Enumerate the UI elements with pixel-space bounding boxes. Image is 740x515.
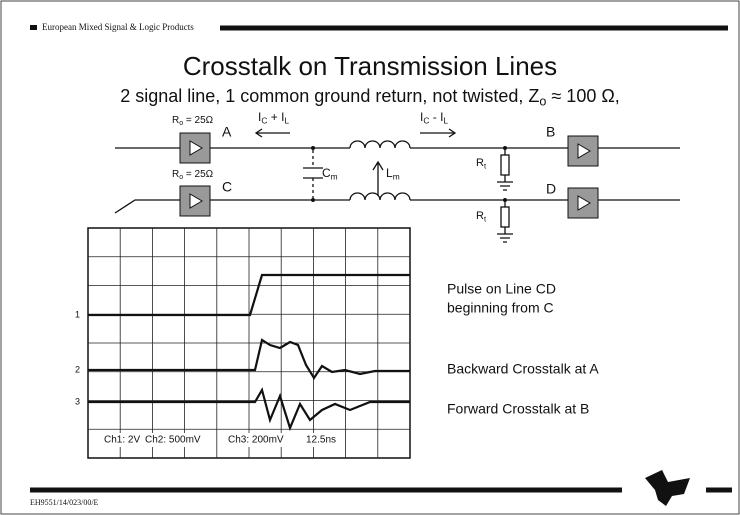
annotation: Backward Crosstalk at A [447,361,599,377]
subscript: t [484,161,487,170]
subscript: C [423,116,429,126]
arrow-fwd [420,128,457,138]
title: Crosstalk on Transmission Lines [183,51,557,81]
node [311,198,315,202]
text-run: R [476,210,484,222]
current-label: IC + IL [258,110,289,126]
text-run: 2 signal line, 1 common ground return, n… [120,86,539,106]
subscript: o [179,120,183,127]
ro-label: Ro = 25Ω [172,169,214,181]
text-run: - I [429,110,443,124]
footer-code: EH9551/14/023/00/E [30,498,99,507]
subscript: L [284,116,289,126]
node-c: C [222,179,232,195]
trace-ch2 [88,338,410,381]
node [503,198,507,202]
node-b: B [546,124,555,140]
subscript: m [393,172,400,182]
subscript: o [179,174,183,181]
scope-setting: Ch3: 200mV [228,435,284,446]
buffers [179,132,599,219]
scope-grid [88,228,410,458]
node [311,146,315,150]
header-bullet [30,25,37,30]
annotation: Forward Crosstalk at B [447,401,589,417]
ro-label: Ro = 25Ω [172,115,214,127]
setting-bg [304,433,339,447]
lm-label: Lm [386,166,400,182]
arrow-back [254,128,290,138]
buffer-b-icon [577,143,591,159]
buffer-d-icon [577,195,591,211]
oscilloscope [87,227,411,459]
channel-marker: 1 [75,309,80,319]
text-run: C [322,166,331,180]
rt-top-wire [497,148,513,191]
text-run: R [476,157,484,169]
setting-bg [226,433,286,447]
trace-ch1 [88,273,410,317]
text-run: = 25Ω [183,115,214,126]
inductor-top [349,140,411,149]
channel-marker: 3 [75,396,80,406]
ti-logo [645,470,690,506]
subtitle: 2 signal line, 1 common ground return, n… [120,86,620,109]
rt-bottom-wire [497,200,513,243]
text-run: = 25Ω [183,169,214,180]
channel-marker: 2 [75,364,80,374]
subscript: C [261,116,267,126]
rt-label: Rt [476,157,487,170]
inductor-bottom [349,192,411,201]
text-run: L [386,166,393,180]
text-run: I [258,110,261,124]
text-run: R [172,115,179,126]
scope-setting: Ch2: 500mV [145,435,201,446]
node-d: D [546,181,556,197]
capacitor [303,167,323,179]
node [503,146,507,150]
lm-arrow [372,160,384,196]
circuit [114,128,680,243]
scope-setting: Ch1: 2V [104,435,140,446]
text-run: + I [267,110,284,124]
line-cd [114,199,680,214]
node-a: A [222,124,232,140]
buffer-a-icon [189,140,203,156]
trace-ch3 [88,387,410,432]
setting-bg [143,433,203,447]
current-label: IC - IL [420,110,448,126]
subscript: o [539,95,546,109]
subscript: L [443,116,448,126]
text-run: ≈ 100 Ω, [546,86,619,106]
annotation: beginning from C [447,300,554,316]
setting-bg [102,433,143,447]
subscript: t [484,214,487,223]
annotation: Pulse on Line CD [447,281,556,297]
scope-setting: 12.5ns [306,435,336,446]
text-run: I [420,110,423,124]
text-run: R [172,169,179,180]
subscript: m [331,172,338,182]
cm-label: Cm [322,166,338,182]
buffer-c-icon [189,193,203,209]
header-title: European Mixed Signal & Logic Products [42,22,194,32]
rt-label: Rt [476,210,487,223]
rt-bottom [500,206,510,228]
rt-top [500,154,510,176]
